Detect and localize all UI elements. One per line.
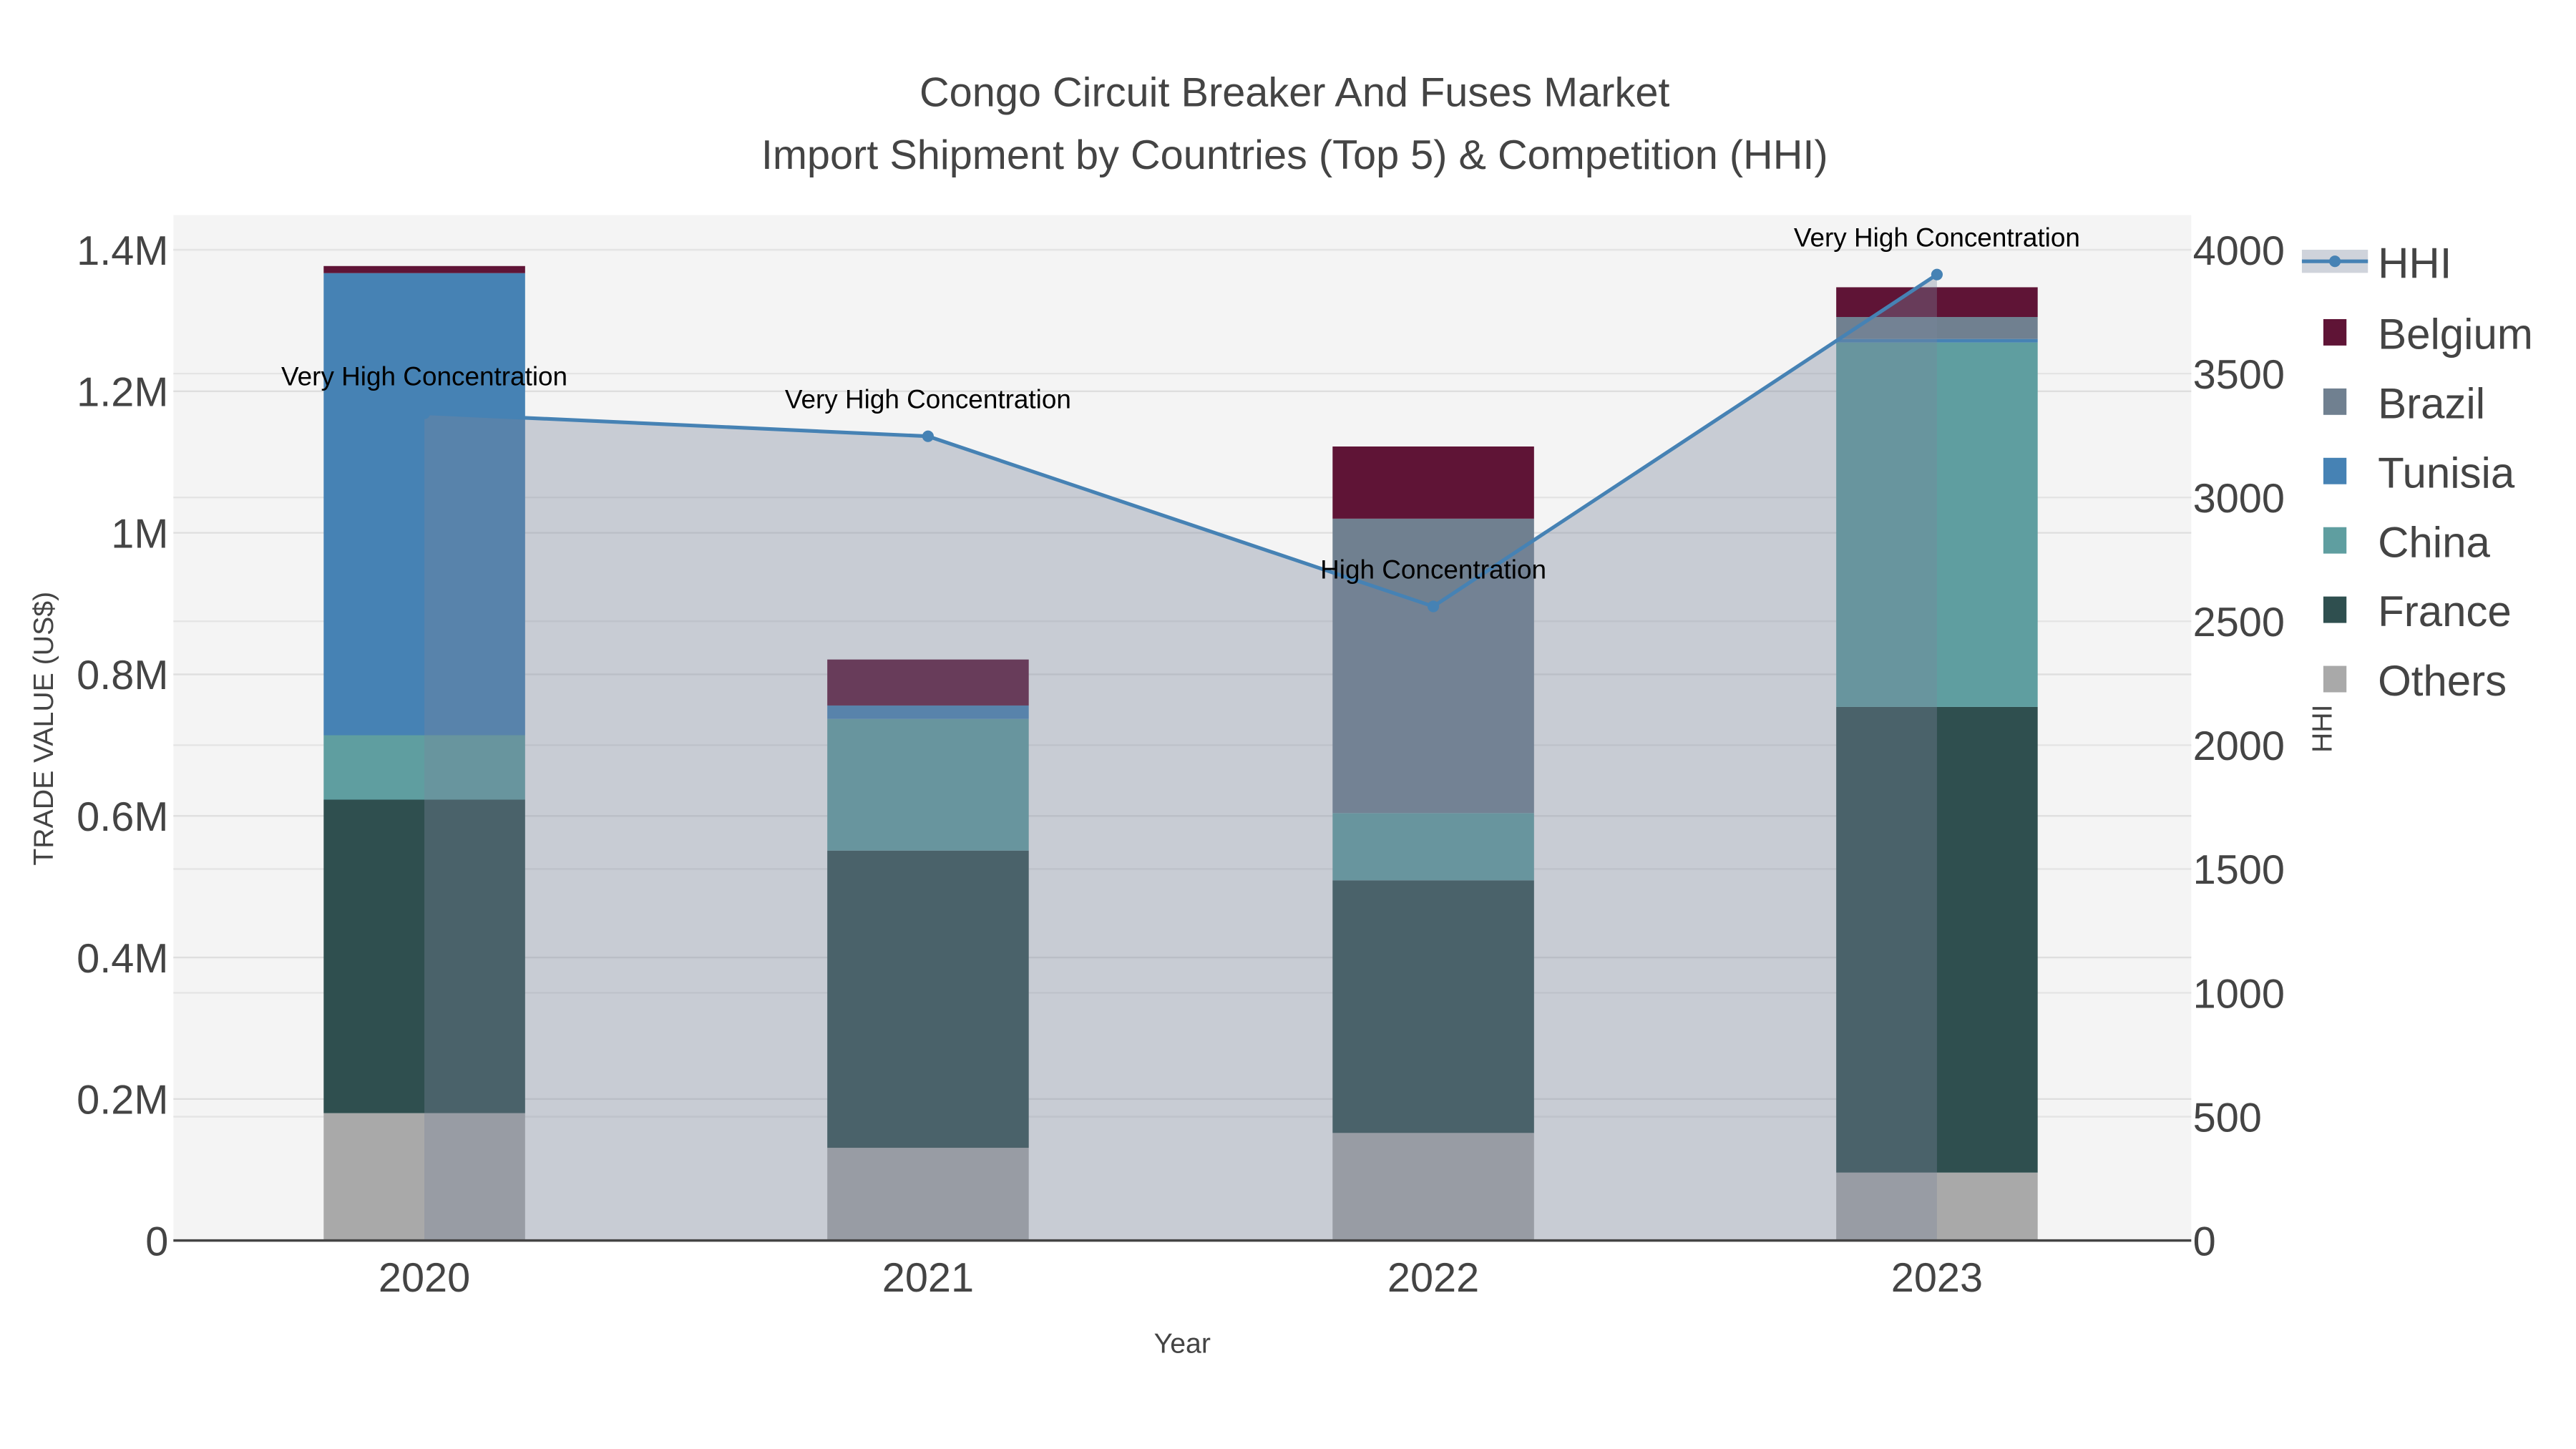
bar-china [1836, 342, 2038, 707]
legend-swatch-france [2323, 596, 2347, 623]
x-tick-label: 2020 [379, 1255, 470, 1301]
bar-tunisia [323, 273, 525, 736]
bar-others [1332, 1133, 1534, 1241]
legend-label: China [2378, 518, 2490, 566]
y2-tick-label: 500 [2193, 1095, 2262, 1141]
bar-belgium [1332, 446, 1534, 519]
y2-axis-title: HHI [2306, 704, 2338, 753]
legend-swatch-china [2323, 527, 2347, 554]
y2-tick-label: 3500 [2193, 352, 2285, 398]
hhi-point [419, 407, 431, 419]
hhi-point [1428, 600, 1440, 613]
y-tick-label: 0.8M [77, 653, 168, 698]
bar-others [323, 1113, 525, 1241]
bar-france [1836, 706, 2038, 1173]
legend-label: France [2378, 587, 2512, 635]
chart-title-line2: Import Shipment by Countries (Top 5) & C… [761, 132, 1828, 178]
x-axis-title: Year [1154, 1328, 1211, 1360]
hhi-annotation: High Concentration [1320, 555, 1546, 584]
legend-label: Belgium [2378, 310, 2533, 358]
legend-label: Brazil [2378, 379, 2485, 427]
y-tick-label: 1.4M [77, 228, 168, 274]
y-tick-label: 0.2M [77, 1078, 168, 1123]
y2-tick-label: 3000 [2193, 476, 2285, 522]
hhi-point [1931, 268, 1943, 280]
legend-swatch-others [2323, 665, 2347, 693]
legend-label: Tunisia [2378, 449, 2515, 497]
legend-hhi-marker [2329, 255, 2341, 268]
y-tick-label: 0.4M [77, 936, 168, 982]
bar-tunisia [827, 705, 1029, 719]
hhi-point [922, 430, 934, 442]
y2-tick-label: 1500 [2193, 847, 2285, 893]
legend-label: HHI [2378, 239, 2451, 287]
chart-title-line1: Congo Circuit Breaker And Fuses Market [919, 69, 1669, 115]
y-tick-label: 0.6M [77, 794, 168, 840]
bar-france [1332, 880, 1534, 1133]
x-tick-label: 2023 [1891, 1255, 1983, 1301]
bar-brazil [1332, 518, 1534, 814]
hhi-annotation: Very High Concentration [785, 384, 1071, 414]
y2-tick-label: 1000 [2193, 971, 2285, 1017]
bar-belgium [323, 265, 525, 273]
bar-china [1332, 813, 1534, 881]
hhi-area [424, 274, 1937, 1241]
bar-others [1836, 1172, 2038, 1241]
bar-china [827, 718, 1029, 851]
y-axis-title: TRADE VALUE (US$) [28, 592, 59, 866]
hhi-annotation: Very High Concentration [1794, 223, 2080, 252]
y-tick-label: 1M [111, 511, 168, 557]
legend-swatch-brazil [2323, 388, 2347, 415]
hhi-annotation: Very High Concentration [281, 361, 567, 391]
bar-others [827, 1148, 1029, 1241]
y2-tick-label: 0 [2193, 1219, 2216, 1264]
legend-swatch-tunisia [2323, 457, 2347, 484]
x-tick-label: 2022 [1387, 1255, 1479, 1301]
y-tick-label: 0 [145, 1219, 168, 1264]
legend-label: Others [2378, 657, 2507, 705]
bar-china [323, 735, 525, 800]
bar-france [323, 799, 525, 1113]
bar-belgium [827, 659, 1029, 706]
y2-tick-label: 2000 [2193, 723, 2285, 769]
bar-tunisia [1836, 338, 2038, 343]
legend-swatch-belgium [2323, 318, 2347, 346]
hhi-line [424, 273, 1938, 609]
y2-tick-label: 4000 [2193, 228, 2285, 274]
bar-france [827, 850, 1029, 1148]
y-tick-label: 1.2M [77, 370, 168, 416]
x-tick-label: 2021 [882, 1255, 974, 1301]
y2-tick-label: 2500 [2193, 600, 2285, 645]
bar-belgium [1836, 287, 2038, 317]
